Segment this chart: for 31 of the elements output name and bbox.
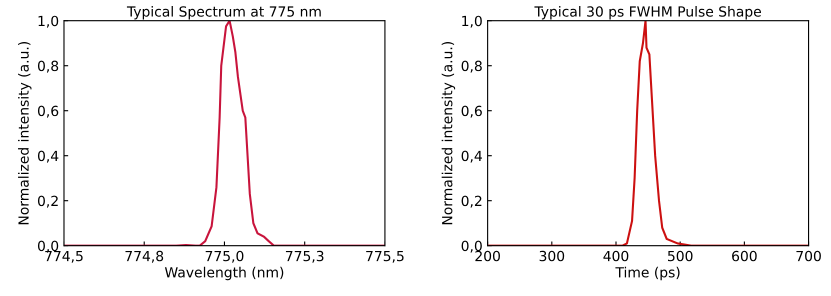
chart-title: Typical Spectrum at 775 nm <box>126 6 321 20</box>
x-axis-title: Time (ps) <box>615 266 680 280</box>
y-tick-label: 0,2 <box>38 196 58 208</box>
x-tick-label: 775,5 <box>366 250 404 263</box>
x-tick-label: 775,0 <box>206 250 244 263</box>
y-tick-label: 0,0 <box>38 240 58 253</box>
y-tick-label: 0,0 <box>462 240 482 253</box>
line-series <box>488 20 809 246</box>
x-tick-label: 775,3 <box>286 250 324 263</box>
x-axis-title: Wavelength (nm) <box>164 266 284 280</box>
x-tick-label: 400 <box>603 250 628 262</box>
x-tick-label: 500 <box>668 250 693 262</box>
y-tick-label: 0,8 <box>462 60 482 73</box>
y-tick-label: 0,8 <box>38 60 58 73</box>
y-tick-label: 0,4 <box>462 150 482 163</box>
x-tick-label: 200 <box>475 250 500 262</box>
y-axis-title: Normalized intensity (a.u.) <box>18 42 32 224</box>
chart-title: Typical 30 ps FWHM Pulse Shape <box>534 6 761 20</box>
y-axis-title: Normalized intensity (a.u.) <box>442 42 456 224</box>
line-series <box>64 20 385 246</box>
y-tick-label: 0,2 <box>462 196 482 208</box>
y-tick-label: 0,6 <box>462 106 482 118</box>
y-tick-label: 1,0 <box>462 16 482 28</box>
x-tick-label: 600 <box>732 250 757 262</box>
x-tick-label: 774,5 <box>45 250 83 263</box>
x-tick-label: 700 <box>796 250 821 262</box>
y-tick-label: 0,6 <box>38 106 58 118</box>
y-tick-label: 1,0 <box>38 16 58 28</box>
y-tick-label: 0,4 <box>38 150 58 163</box>
x-tick-label: 774,8 <box>125 250 164 263</box>
x-tick-label: 300 <box>540 250 564 262</box>
